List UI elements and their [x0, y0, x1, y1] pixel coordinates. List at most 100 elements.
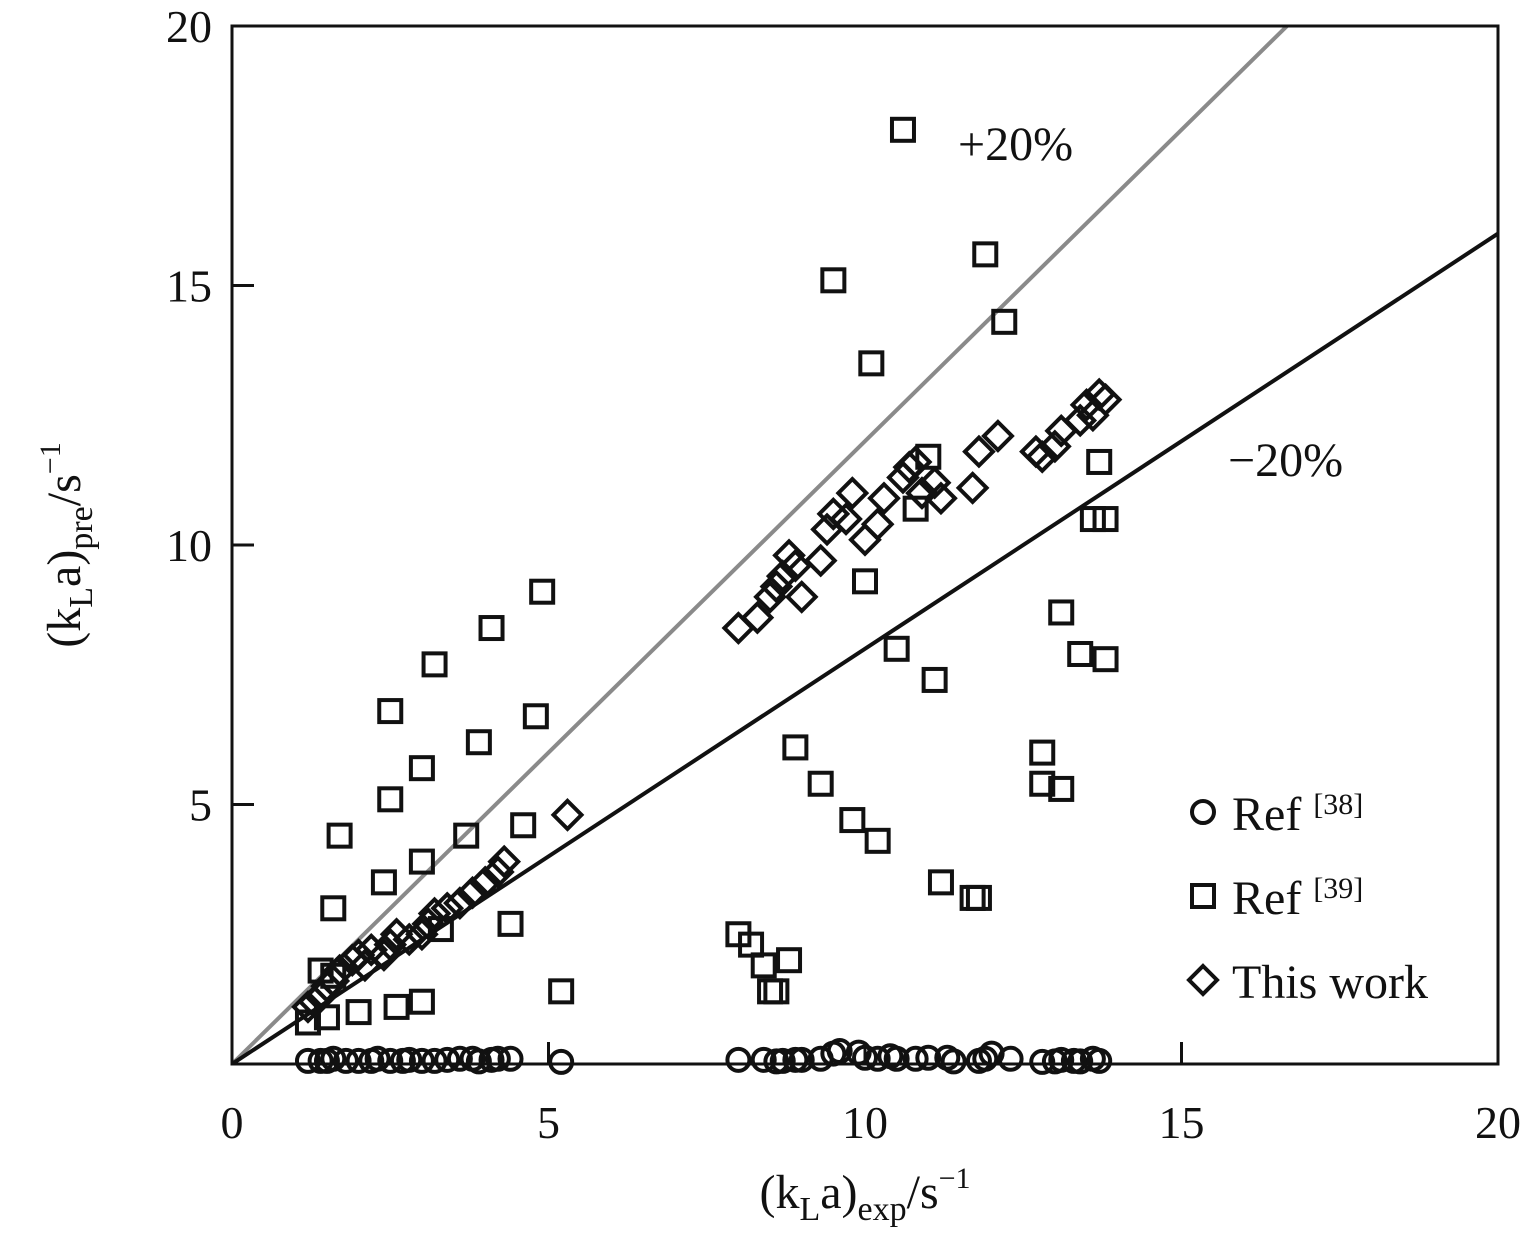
x-tick-label: 0 [221, 1097, 244, 1148]
circle-point [484, 1045, 511, 1072]
diamond-point [417, 896, 452, 931]
diamond-point [759, 569, 794, 604]
circle-point [1048, 1046, 1075, 1073]
diamond-point [924, 481, 958, 516]
diamond-point [803, 543, 838, 578]
legend-label-this-work: This work [1232, 956, 1428, 1009]
annotation-minus-20: −20% [1228, 434, 1343, 487]
circle-point [1086, 1047, 1113, 1074]
circle-point [332, 1047, 359, 1074]
square-point [529, 578, 556, 605]
legend-square-marker [1190, 883, 1216, 909]
square-point [1029, 770, 1056, 797]
series-circle [294, 1038, 1113, 1075]
square-point [465, 729, 492, 756]
circle-point [294, 1047, 321, 1074]
square-point [852, 568, 878, 595]
x-tick-labels: 0 5 10 15 20 [221, 1097, 1522, 1148]
square-point [889, 116, 916, 143]
diamond-point [550, 798, 585, 832]
diamond-point [917, 465, 952, 500]
circle-point [788, 1046, 815, 1073]
diamond-point [405, 917, 439, 952]
square-point [776, 947, 803, 974]
square-point [408, 848, 435, 875]
diamond-point [373, 927, 408, 962]
diamond-point [740, 600, 775, 635]
square-point [915, 443, 942, 470]
square-point [757, 978, 784, 1005]
y-tick-label: 20 [166, 1, 212, 52]
circle-point [320, 1045, 347, 1072]
circle-point [902, 1045, 929, 1072]
circle-point [497, 1045, 524, 1072]
series-square [294, 116, 1119, 1036]
diamond-point [867, 481, 901, 516]
square-point [421, 651, 448, 678]
square-point [1086, 448, 1113, 475]
diamond-point [981, 419, 1015, 453]
square-point [864, 827, 891, 854]
diamond-point [753, 580, 787, 614]
diamond-point [411, 907, 446, 941]
square-point [1092, 506, 1119, 533]
legend-square-icon [1190, 883, 1216, 909]
legend-item-ref-39: Ref [39] [1190, 872, 1363, 925]
square-point [883, 635, 910, 662]
diamond-point [829, 502, 863, 536]
diamond-point [455, 875, 490, 910]
square-point [927, 869, 954, 896]
legend: Ref [38] Ref [39] This work [1186, 788, 1428, 1009]
square-point [1048, 599, 1075, 626]
diamond-point [316, 964, 351, 998]
diamond-point [487, 844, 522, 879]
diamond-point [481, 855, 515, 889]
circle-point [826, 1038, 853, 1065]
square-point [921, 666, 948, 693]
square-point [326, 822, 353, 849]
circle-point [377, 1047, 404, 1074]
diamond-point [898, 445, 933, 479]
circle-point [446, 1045, 473, 1072]
square-point [377, 786, 404, 813]
circle-point [364, 1045, 391, 1072]
square-point [383, 993, 410, 1020]
diamond-point [848, 522, 882, 557]
square-point [839, 807, 866, 834]
circle-point [421, 1047, 448, 1074]
circle-point [915, 1044, 942, 1071]
circle-point [396, 1046, 423, 1073]
axis-ticks [232, 284, 1183, 1064]
diamond-point [721, 611, 756, 645]
square-point [345, 999, 372, 1026]
square-point [497, 910, 524, 937]
diamond-point [772, 538, 806, 573]
diamond-point [765, 559, 800, 593]
diamond-point [1069, 388, 1104, 422]
diamond-point [1025, 439, 1060, 474]
square-point [408, 755, 435, 782]
legend-item-this-work: This work [1186, 956, 1428, 1009]
y-tick-labels: 5 10 15 20 [166, 1, 212, 831]
x-tick-label: 20 [1475, 1097, 1521, 1148]
diamond-point [905, 476, 939, 510]
square-point [510, 812, 537, 839]
square-point [1067, 640, 1094, 667]
square-point [782, 734, 809, 761]
diamond-point [1088, 382, 1123, 417]
annotation-plus-20: +20% [958, 118, 1073, 171]
circle-point [548, 1048, 575, 1075]
square-point [1029, 739, 1056, 766]
circle-point [940, 1048, 967, 1075]
square-point [858, 350, 885, 377]
square-point [965, 884, 992, 911]
square-point [408, 988, 435, 1015]
circle-point [1067, 1048, 1094, 1075]
square-point [959, 884, 986, 911]
square-point [972, 241, 999, 268]
square-point [453, 822, 480, 849]
circle-point [434, 1046, 461, 1073]
legend-circle-marker [1190, 799, 1216, 825]
circle-point [883, 1045, 910, 1072]
legend-diamond-icon [1186, 963, 1220, 997]
